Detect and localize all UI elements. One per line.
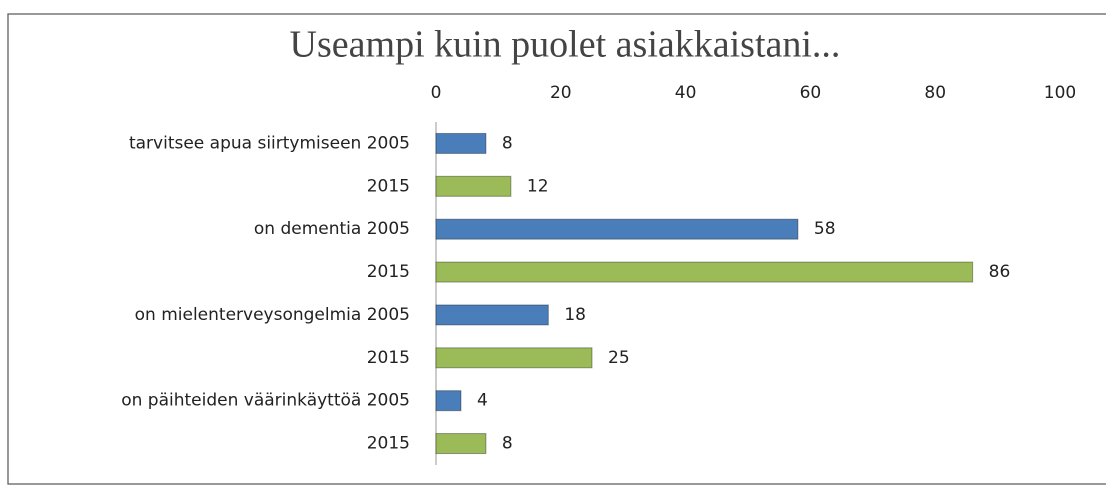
y-tick-label: 2015 xyxy=(367,348,410,368)
data-label: 8 xyxy=(502,434,513,454)
data-label: 86 xyxy=(989,262,1011,282)
bar xyxy=(435,433,487,455)
bar xyxy=(435,218,799,240)
bar xyxy=(435,390,462,412)
frame xyxy=(7,13,1106,485)
y-tick-label: on päihteiden väärinkäyttöä 2005 xyxy=(121,391,410,411)
data-label: 25 xyxy=(608,348,630,368)
bar xyxy=(435,175,512,197)
y-tick-label: tarvitsee apua siirtymiseen 2005 xyxy=(129,133,410,153)
data-label: 8 xyxy=(502,133,513,153)
data-label: 4 xyxy=(477,391,488,411)
x-tick-label: 80 xyxy=(924,83,946,103)
x-tick-label: 60 xyxy=(800,83,822,103)
x-tick-label: 40 xyxy=(675,83,697,103)
bar xyxy=(435,304,549,326)
x-tick-label: 100 xyxy=(1044,83,1076,103)
y-tick-label: 2015 xyxy=(367,176,410,196)
bar xyxy=(435,347,593,369)
y-tick-label: 2015 xyxy=(367,262,410,282)
bar xyxy=(435,261,974,283)
y-tick-label: 2015 xyxy=(367,434,410,454)
x-tick-label: 20 xyxy=(550,83,572,103)
data-label: 58 xyxy=(814,219,836,239)
bar xyxy=(435,132,487,154)
data-label: 12 xyxy=(527,176,549,196)
chart-title: Useampi kuin puolet asiakkaistani... xyxy=(290,24,841,66)
data-label: 18 xyxy=(564,305,586,325)
y-tick-label: on dementia 2005 xyxy=(254,219,410,239)
x-tick-label: 0 xyxy=(431,83,442,103)
y-tick-label: on mielenterveysongelmia 2005 xyxy=(135,305,410,325)
